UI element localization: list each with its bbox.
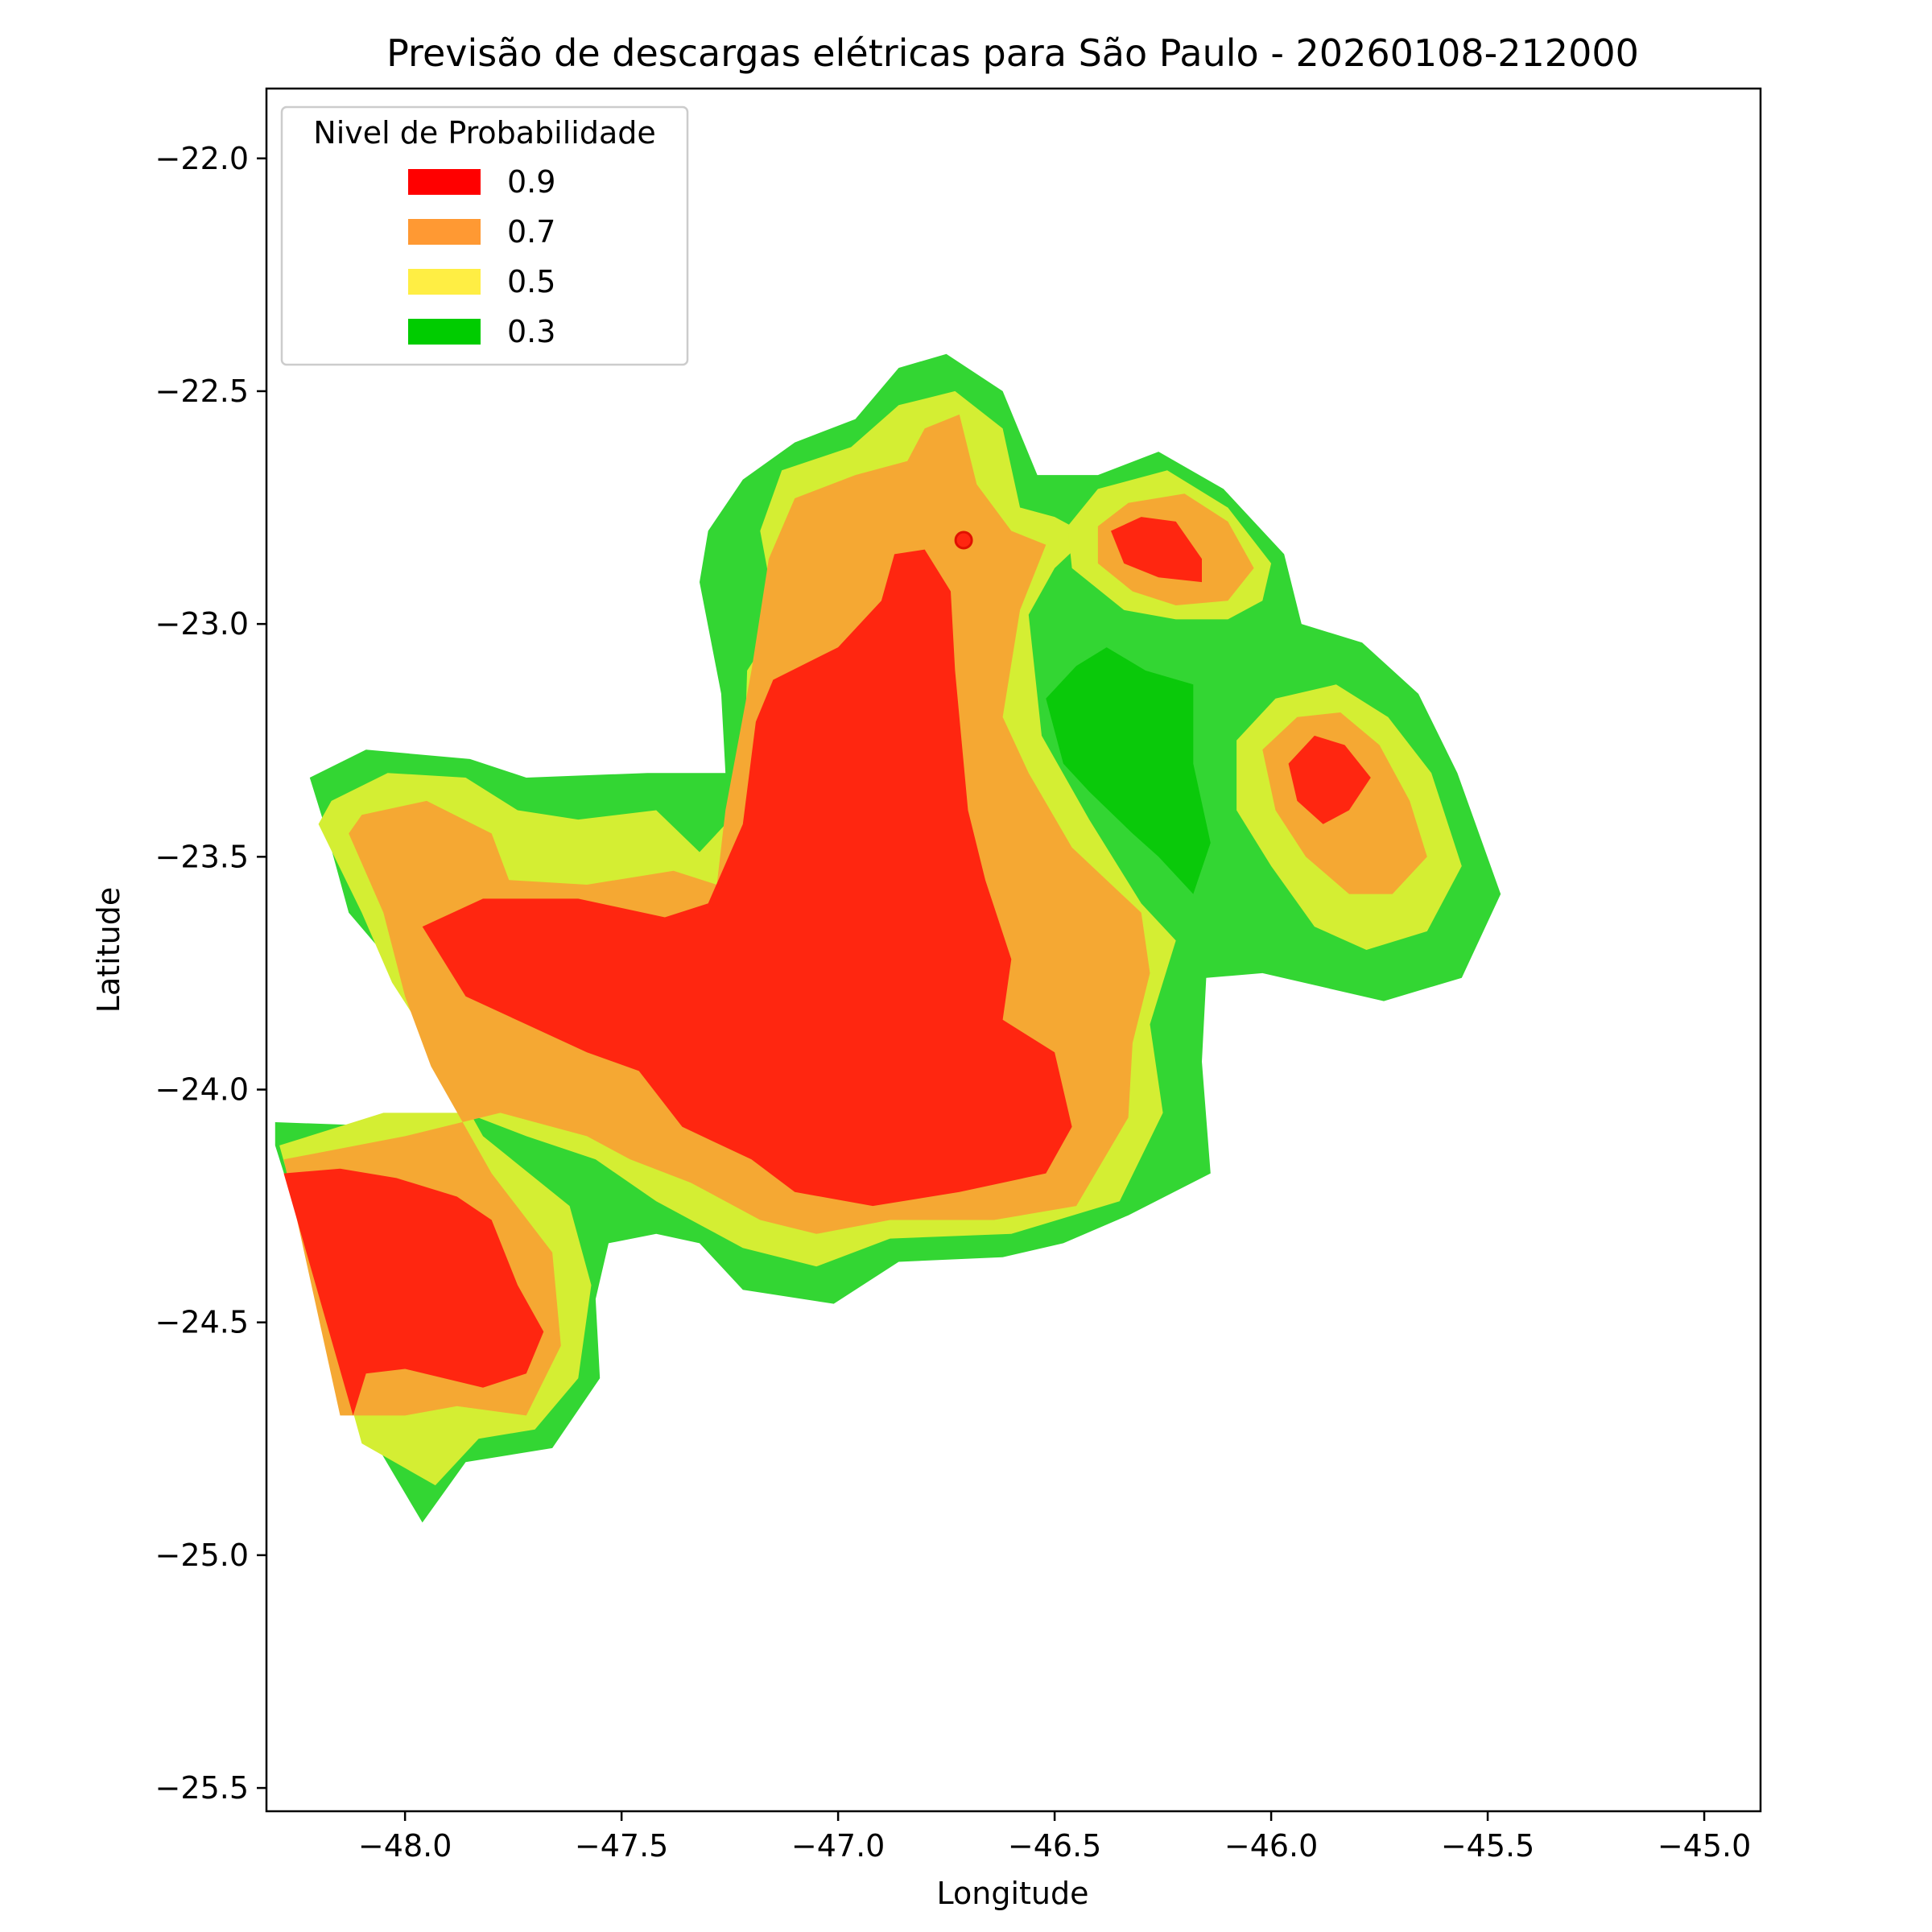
chart-title: Previsão de descargas elétricas para São…: [386, 31, 1639, 75]
x-axis-ticks: −48.0 −47.5 −47.0 −46.5 −46.0 −45.5 −45.0: [358, 1811, 1751, 1864]
legend-title: Nivel de Probabilidade: [313, 115, 655, 151]
region-red-southwest: [283, 1168, 544, 1416]
region-low-region: [1046, 647, 1211, 894]
y-axis-ticks: −22.0 −22.5 −23.0 −23.5 −24.0 −24.5 −25.0 −25.5: [155, 141, 266, 1806]
x-tick-label: −45.0: [1657, 1828, 1751, 1864]
y-tick-label: −25.5: [155, 1770, 249, 1806]
region-red-main: [422, 549, 1072, 1207]
x-axis-label: Longitude: [937, 1876, 1089, 1911]
legend-entry-label: 0.7: [507, 214, 555, 250]
legend: Nivel de Probabilidade 0.9 0.7 0.5 0.3: [280, 105, 689, 366]
y-axis-label: Latitude: [91, 887, 126, 1013]
y-tick-label: −23.0: [155, 606, 249, 642]
legend-entry-label: 0.9: [507, 164, 555, 200]
legend-entry-label: 0.3: [507, 314, 555, 349]
legend-swatch: [408, 219, 481, 245]
legend-entries: 0.9 0.7 0.5 0.3: [408, 164, 555, 349]
legend-swatch: [408, 169, 481, 195]
location-marker: [954, 530, 973, 550]
region-red-east: [1288, 735, 1371, 824]
x-tick-label: −48.0: [358, 1828, 452, 1864]
y-tick-label: −24.5: [155, 1305, 249, 1340]
x-tick-label: −47.0: [791, 1828, 885, 1864]
legend-swatch: [408, 269, 481, 295]
y-tick-label: −22.0: [155, 141, 249, 176]
y-tick-label: −25.0: [155, 1538, 249, 1573]
legend-entry-label: 0.5: [507, 264, 555, 299]
x-tick-label: −45.5: [1441, 1828, 1534, 1864]
y-tick-label: −24.0: [155, 1072, 249, 1108]
x-tick-label: −47.5: [575, 1828, 668, 1864]
x-tick-label: −46.5: [1008, 1828, 1101, 1864]
plot-frame: [265, 87, 1762, 1813]
x-tick-label: −46.0: [1224, 1828, 1318, 1864]
legend-box: [280, 105, 689, 366]
y-tick-label: −23.5: [155, 839, 249, 874]
probability-regions: [275, 353, 1501, 1523]
region-red-northeast: [1111, 517, 1202, 583]
legend-swatch: [408, 319, 481, 345]
y-tick-label: −22.5: [155, 374, 249, 409]
marker-layer: [954, 530, 973, 550]
